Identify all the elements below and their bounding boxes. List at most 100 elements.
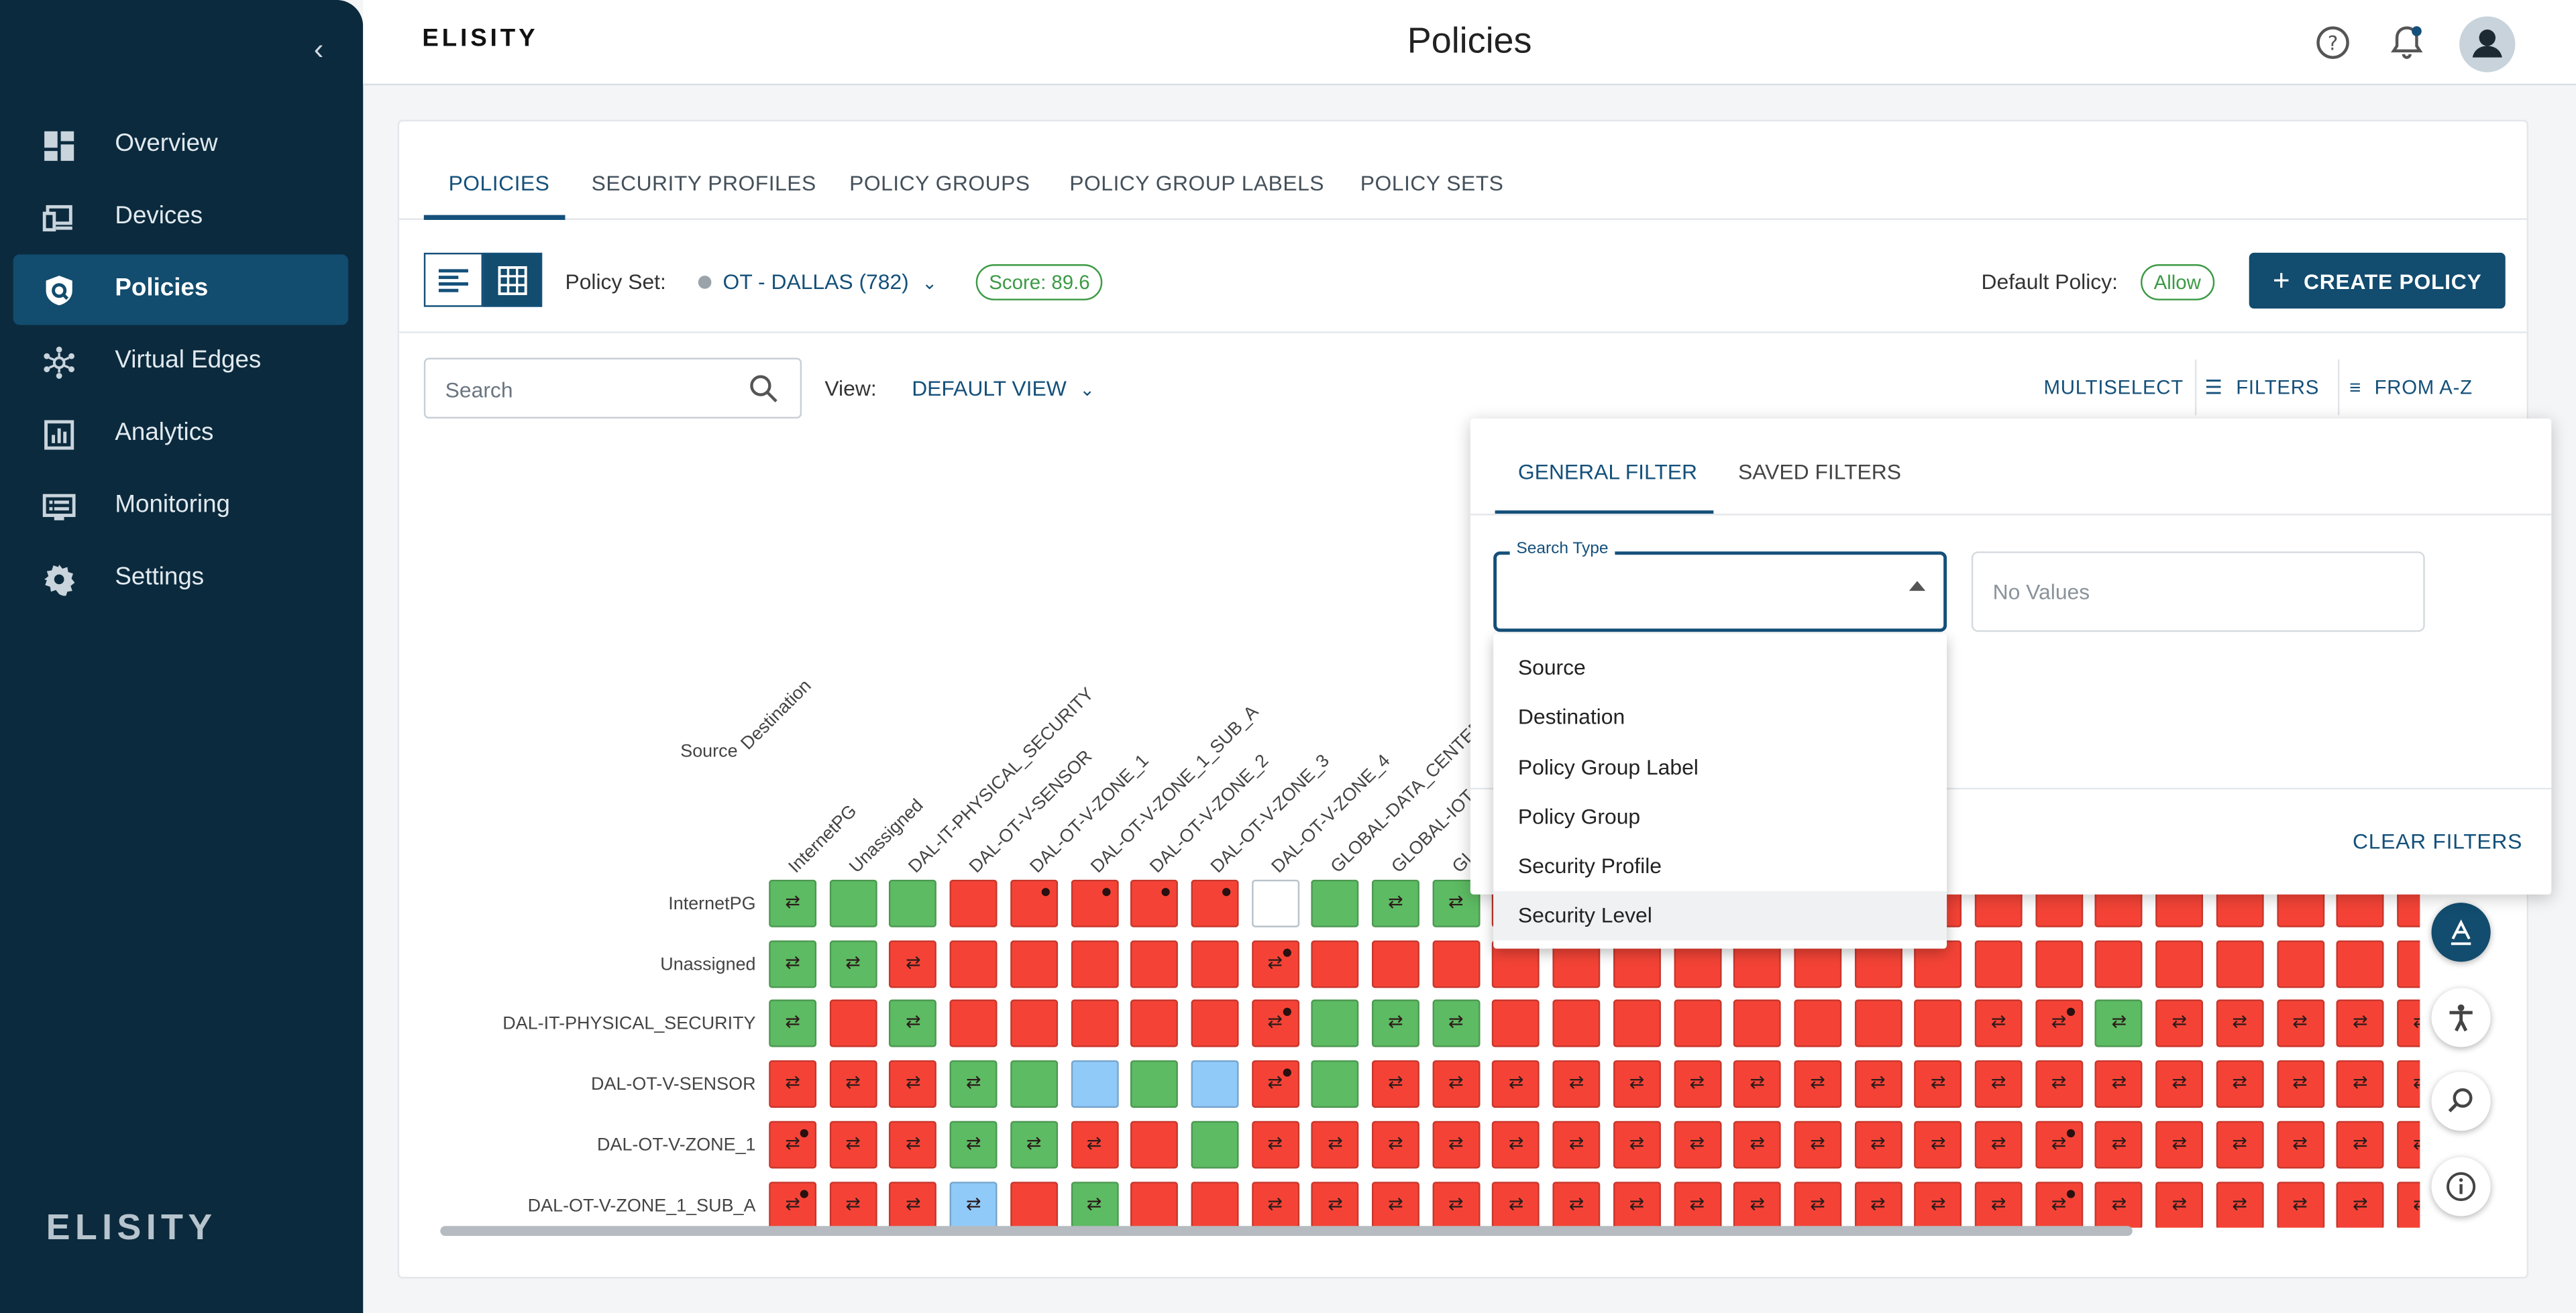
sort-button[interactable]: ≡ FROM A-Z <box>2349 376 2473 398</box>
policy-cell[interactable]: ⇄ <box>949 1180 998 1228</box>
policy-cell[interactable] <box>2216 939 2264 988</box>
sidebar-item-policies[interactable]: Policies <box>13 254 349 325</box>
sidebar-item-analytics[interactable]: Analytics <box>13 399 349 469</box>
policy-cell[interactable] <box>1010 1060 1058 1108</box>
policy-cell[interactable]: ⇄ <box>1251 1060 1299 1108</box>
policy-cell[interactable] <box>1311 879 1360 927</box>
policy-cell[interactable]: ⇄ <box>1673 1121 1721 1169</box>
info-button[interactable] <box>2431 1157 2491 1216</box>
policy-cell[interactable]: ⇄ <box>2155 1060 2204 1108</box>
policy-cell[interactable] <box>1130 1121 1179 1169</box>
option-policy-group[interactable]: Policy Group <box>1517 804 1641 829</box>
policy-cell[interactable]: ⇄ <box>2276 1000 2324 1048</box>
search-input[interactable]: Search <box>423 357 802 419</box>
policy-cell[interactable] <box>2035 939 2083 988</box>
policy-cell[interactable]: ⇄ <box>2336 1000 2384 1048</box>
policy-cell[interactable]: ⇄ <box>1371 879 1419 927</box>
policy-set-selector[interactable]: OT - DALLAS (782) ⌄ <box>723 269 937 294</box>
policy-cell[interactable]: ⇄ <box>2216 1000 2264 1048</box>
policy-cell[interactable] <box>2095 939 2143 988</box>
policy-cell[interactable] <box>1191 1060 1239 1108</box>
policy-cell[interactable]: ⇄ <box>1733 1121 1782 1169</box>
policy-cell[interactable]: ⇄ <box>1432 1180 1480 1228</box>
policy-cell[interactable] <box>1311 1060 1360 1108</box>
policy-cell[interactable]: ⇄ <box>2095 1000 2143 1048</box>
policy-cell[interactable]: ⇄ <box>828 1180 877 1228</box>
policy-cell[interactable]: ⇄ <box>2276 1180 2324 1228</box>
policy-cell[interactable]: ⇄ <box>889 1060 937 1108</box>
notification-bell-icon[interactable] <box>2387 23 2426 62</box>
policy-cell[interactable]: ⇄ <box>2336 1060 2384 1108</box>
clear-filters-button[interactable]: CLEAR FILTERS <box>2352 828 2523 854</box>
policy-cell[interactable]: ⇄ <box>769 1000 817 1048</box>
policy-cell[interactable]: ⇄ <box>1854 1121 1902 1169</box>
policy-cell[interactable]: ⇄ <box>1311 1180 1360 1228</box>
policy-cell[interactable]: ⇄ <box>2155 1121 2204 1169</box>
policy-cell[interactable] <box>1130 1060 1179 1108</box>
policy-cell[interactable] <box>1130 1000 1179 1048</box>
policy-cell[interactable] <box>1191 1180 1239 1228</box>
view-selector[interactable]: DEFAULT VIEW ⌄ <box>912 376 1095 400</box>
policy-cell[interactable] <box>828 879 877 927</box>
policy-cell[interactable]: ⇄ <box>2276 1121 2324 1169</box>
tab-security-profiles[interactable]: SECURITY PROFILES <box>591 170 816 196</box>
policy-cell[interactable]: ⇄ <box>2035 1180 2083 1228</box>
sidebar-item-overview[interactable]: Overview <box>13 110 349 180</box>
policy-cell[interactable] <box>2396 939 2420 988</box>
policy-cell[interactable] <box>828 1000 877 1048</box>
policy-cell[interactable]: ⇄ <box>889 1121 937 1169</box>
policy-cell[interactable]: ⇄ <box>2216 1121 2264 1169</box>
policy-cell[interactable]: ⇄ <box>2035 1060 2083 1108</box>
policy-cell[interactable]: ⇄ <box>1311 1121 1360 1169</box>
policy-cell[interactable]: ⇄ <box>1371 1180 1419 1228</box>
matrix-row-header[interactable]: Unassigned <box>660 954 756 975</box>
policy-cell[interactable]: ⇄ <box>949 1060 998 1108</box>
search-type-select[interactable]: Search Type <box>1493 540 1947 632</box>
policy-cell[interactable]: ⇄ <box>1552 1180 1601 1228</box>
policy-cell[interactable] <box>889 879 937 927</box>
policy-cell[interactable] <box>1010 939 1058 988</box>
policy-cell[interactable]: ⇄ <box>2155 1000 2204 1048</box>
policy-cell[interactable]: ⇄ <box>1251 1180 1299 1228</box>
policy-cell[interactable] <box>1191 879 1239 927</box>
grid-view-button[interactable] <box>483 252 543 307</box>
policy-cell[interactable] <box>949 1000 998 1048</box>
policy-cell[interactable]: ⇄ <box>2336 1180 2384 1228</box>
matrix-column-header[interactable]: DAL-OT-V-ZONE_1 <box>1026 751 1153 878</box>
policy-cell[interactable]: ⇄ <box>949 1121 998 1169</box>
policy-cell[interactable]: ⇄ <box>769 1060 817 1108</box>
policy-cell[interactable] <box>1191 1000 1239 1048</box>
sidebar-item-monitoring[interactable]: Monitoring <box>13 471 349 541</box>
policy-cell[interactable]: ⇄ <box>828 1060 877 1108</box>
policy-cell[interactable]: ⇄ <box>2095 1060 2143 1108</box>
matrix-row-header[interactable]: DAL-OT-V-SENSOR <box>591 1075 756 1095</box>
policy-cell[interactable]: ⇄ <box>889 1000 937 1048</box>
policy-cell[interactable]: ⇄ <box>1010 1121 1058 1169</box>
option-security-profile[interactable]: Security Profile <box>1517 853 1662 878</box>
policy-cell[interactable] <box>1070 939 1118 988</box>
policy-cell[interactable] <box>949 879 998 927</box>
text-size-button[interactable] <box>2431 903 2491 962</box>
filters-button[interactable]: ☰ FILTERS <box>2205 376 2320 398</box>
tab-policy-group-labels[interactable]: POLICY GROUP LABELS <box>1069 170 1325 196</box>
sidebar-item-devices[interactable]: Devices <box>13 182 349 253</box>
policy-cell[interactable]: ⇄ <box>2396 1180 2420 1228</box>
policy-cell[interactable] <box>1251 879 1299 927</box>
policy-cell[interactable]: ⇄ <box>1854 1060 1902 1108</box>
policy-cell[interactable]: ⇄ <box>828 939 877 988</box>
policy-cell[interactable]: ⇄ <box>1613 1180 1661 1228</box>
tab-general-filter[interactable]: GENERAL FILTER <box>1517 459 1698 485</box>
brand-logo[interactable]: ELISITY <box>422 25 538 53</box>
policy-cell[interactable]: ⇄ <box>2095 1180 2143 1228</box>
policy-cell[interactable]: ⇄ <box>1371 1000 1419 1048</box>
policy-cell[interactable] <box>1613 1000 1661 1048</box>
policy-cell[interactable]: ⇄ <box>1492 1180 1540 1228</box>
sidebar-item-virtual-edges[interactable]: Virtual Edges <box>13 327 349 397</box>
policy-cell[interactable] <box>1070 1060 1118 1108</box>
policy-cell[interactable] <box>1733 1000 1782 1048</box>
horizontal-scrollbar[interactable] <box>440 1226 2133 1236</box>
policy-cell[interactable]: ⇄ <box>1552 1060 1601 1108</box>
policy-cell[interactable]: ⇄ <box>2336 1121 2384 1169</box>
policy-cell[interactable]: ⇄ <box>2216 1060 2264 1108</box>
policy-cell[interactable]: ⇄ <box>1974 1060 2023 1108</box>
